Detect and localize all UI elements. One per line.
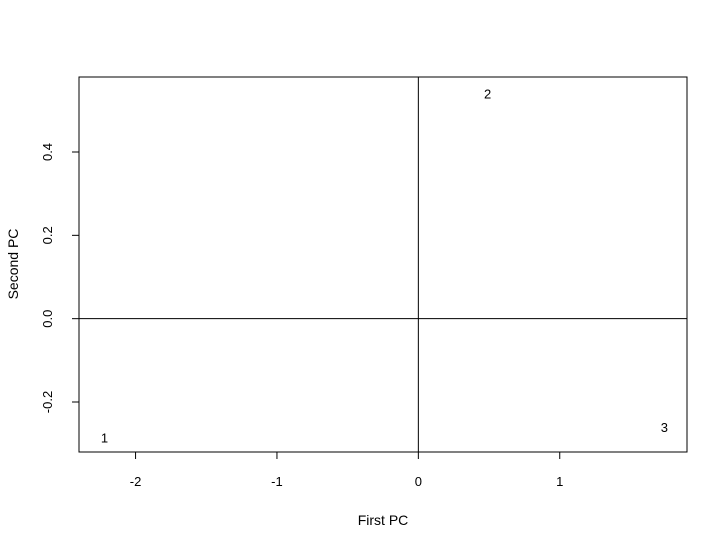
y-tick-label: 0.4 xyxy=(40,143,55,161)
x-axis: -2 -1 0 1 xyxy=(130,452,563,489)
point-label-1: 1 xyxy=(101,430,108,445)
x-tick-label: 1 xyxy=(556,474,563,489)
y-tick-label: 0.0 xyxy=(40,310,55,328)
x-tick-label: -1 xyxy=(271,474,283,489)
point-label-3: 3 xyxy=(661,420,668,435)
y-tick-label: 0.2 xyxy=(40,226,55,244)
plot-frame xyxy=(78,76,688,453)
reference-lines xyxy=(79,77,687,452)
x-tick-label: 0 xyxy=(415,474,422,489)
x-tick-label: -2 xyxy=(130,474,142,489)
y-tick-label: -0.2 xyxy=(40,391,55,413)
point-labels: 1 2 3 xyxy=(101,87,668,446)
x-axis-title: First PC xyxy=(358,512,409,528)
y-axis-title: Second PC xyxy=(5,229,21,300)
y-axis: -0.2 0.0 0.2 0.4 xyxy=(40,143,79,413)
point-label-2: 2 xyxy=(484,87,491,102)
